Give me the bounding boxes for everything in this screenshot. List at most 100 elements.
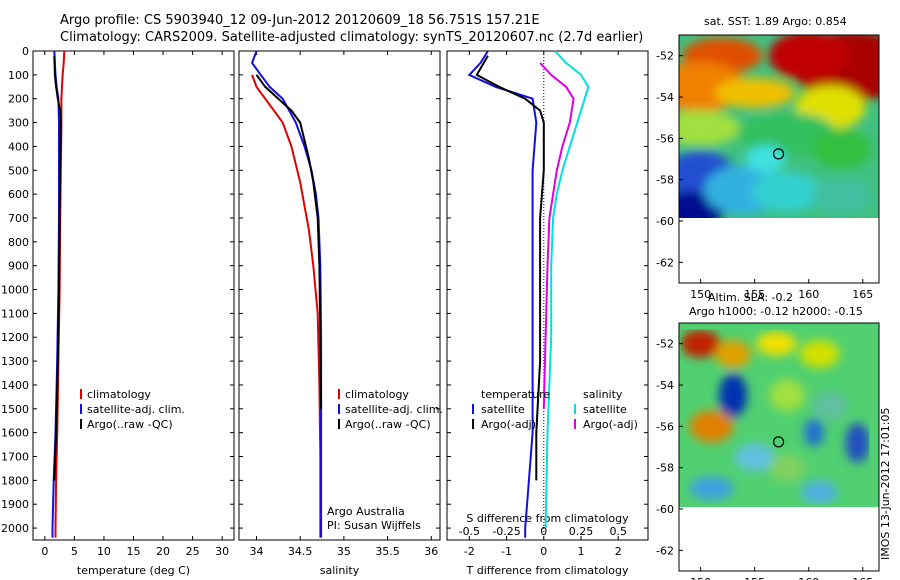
x2-tick-label: 0 (540, 525, 547, 538)
map-field (679, 323, 879, 507)
map-x-tick-label: 150 (690, 576, 711, 580)
map-blob (719, 373, 748, 418)
y-tick-label: 300 (8, 117, 29, 130)
y-tick-label: 1300 (1, 355, 29, 368)
legend-group-title: salinity (583, 388, 623, 401)
map-blob (845, 422, 870, 463)
map-blob (734, 443, 775, 472)
salinity-panel: 34 34.5 35 35.5 36 salinity climatology satelli… (238, 50, 443, 577)
map-x-tick-label: 155 (744, 576, 765, 580)
series-line (251, 74, 322, 538)
y-tick-label: 1000 (1, 284, 29, 297)
map-y-tick-label: -54 (656, 379, 674, 392)
x-tick-label: 34 (249, 545, 263, 558)
map-y-tick-label: -58 (656, 174, 674, 187)
y-tick-label: 100 (8, 69, 29, 82)
y-tick-label: 1600 (1, 427, 29, 440)
x-tick-label: 30 (215, 545, 229, 558)
y-tick-label: 1100 (1, 307, 29, 320)
legend-label: satellite-adj. clim. (345, 403, 443, 416)
legend-label: climatology (345, 388, 409, 401)
x2-tick-label: 0.25 (569, 525, 594, 538)
map-blob (756, 331, 797, 356)
map-frame (678, 322, 880, 572)
x-tick-label: 5 (71, 545, 78, 558)
map-y-tick-label: -58 (656, 462, 674, 475)
y-tick-label: 1400 (1, 379, 29, 392)
map-x-tick-label: 150 (690, 288, 711, 301)
sla-map-subtitle: Argo h1000: -0.12 h2000: -0.15 (689, 305, 863, 318)
title-line2: Climatology: CARS2009. Satellite-adjuste… (60, 30, 643, 45)
map-x-tick-label: 160 (798, 576, 819, 580)
sla-map-title: Altim. SLA: -0.2 (708, 291, 793, 304)
x-axis-label: temperature (deg C) (77, 564, 190, 577)
x2-tick-label: -0.25 (492, 525, 520, 538)
map-y-tick-label: -52 (656, 50, 674, 63)
y-tick-label: 700 (8, 212, 29, 225)
map-x-tick-label: 165 (852, 576, 873, 580)
map-blob (769, 453, 806, 482)
map-y-tick-label: -60 (656, 215, 674, 228)
map-field (679, 35, 879, 218)
map-blob (689, 476, 734, 501)
y-tick-label: 1800 (1, 474, 29, 487)
series-line (544, 50, 590, 529)
title-line1: Argo profile: CS 5903940_12 09-Jun-2012 … (60, 13, 540, 28)
x-tick-label: 10 (97, 545, 111, 558)
y-tick-label: 0 (22, 45, 29, 58)
map-blob (752, 172, 823, 213)
map-blobs (680, 329, 870, 505)
y-tick-label: 400 (8, 140, 29, 153)
map-y-tick-label: -62 (656, 544, 674, 557)
map-blob (811, 128, 872, 169)
x-tick-label: 20 (156, 545, 170, 558)
x-tick-label: 1 (578, 545, 585, 558)
x-tick-label: 25 (186, 545, 200, 558)
y-tick-label: 200 (8, 93, 29, 106)
argo-position-marker (772, 436, 785, 448)
legend-group-title: temperature (481, 388, 550, 401)
series-line (250, 50, 323, 538)
map-blob (799, 340, 840, 368)
temperature-panel: 0100200300400500600700800900100011001200… (1, 45, 235, 577)
x-tick-label: 34.5 (288, 545, 313, 558)
sst-map-title: sat. SST: 1.89 Argo: 0.854 (704, 15, 847, 28)
legend-label: Argo(-adj) (583, 418, 638, 431)
map-blob (680, 329, 721, 358)
map-x-tick-label: 160 (798, 288, 819, 301)
map-blob (811, 178, 872, 215)
sst-map: 150 155 160 165 -52 -54 -56 -58 -60 -62 (656, 34, 880, 301)
y-tick-label: 1700 (1, 451, 29, 464)
x2-axis-label: S difference from climatology (466, 512, 629, 525)
map-blob (689, 410, 734, 443)
axes-frame (446, 50, 649, 541)
annotation-text: PI: Susan Wijffels (327, 519, 421, 532)
map-blob (812, 391, 849, 420)
x-tick-label: -2 (464, 545, 475, 558)
map-blob (801, 480, 838, 505)
y-tick-label: 1200 (1, 331, 29, 344)
series-line (467, 50, 538, 538)
map-y-tick-label: -56 (656, 132, 674, 145)
map-y-tick-label: -54 (656, 91, 674, 104)
map-y-tick-label: -62 (656, 256, 674, 269)
y-tick-label: 1900 (1, 498, 29, 511)
x-tick-label: -1 (501, 545, 512, 558)
map-y-tick-label: -56 (656, 420, 674, 433)
x-tick-label: 15 (127, 545, 141, 558)
x2-tick-label: 0.5 (609, 525, 627, 538)
series-line (539, 62, 575, 409)
map-x-tick-label: 165 (852, 288, 873, 301)
x-tick-label: 35.5 (375, 545, 400, 558)
x-tick-label: 0 (540, 545, 547, 558)
map-y-tick-label: -52 (656, 338, 674, 351)
map-y-tick-label: -60 (656, 503, 674, 516)
legend-label: climatology (87, 388, 151, 401)
series-line (53, 55, 62, 481)
map-blob (769, 379, 806, 412)
legend-label: satellite (583, 403, 627, 416)
x-tick-label: 35 (337, 545, 351, 558)
x-tick-label: 2 (615, 545, 622, 558)
legend-label: satellite-adj. clim. (87, 403, 185, 416)
